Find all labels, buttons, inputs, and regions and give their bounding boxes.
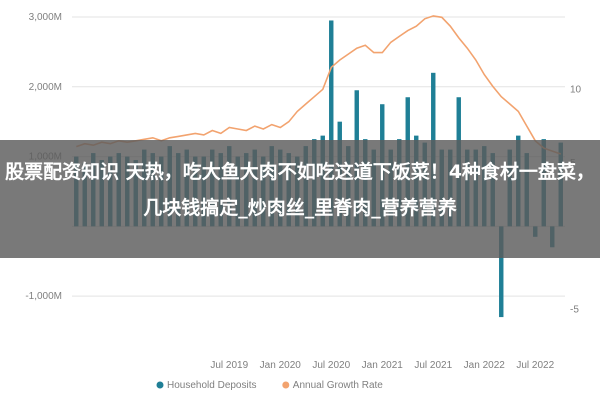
x-axis-tick-label: Jul 2020 [312,360,350,371]
left-axis-tick-label: -1,000M [25,291,62,302]
line-series-annual-growth-rate [76,15,562,155]
x-axis-tick-label: Jan 2022 [464,360,506,371]
legend-label: Household Deposits [167,380,257,391]
x-axis: Jul 2019 Jan 2020 Jul 2020 Jan 2021 Jul 2021… [210,360,554,371]
left-axis-tick-label: 3,000M [29,12,62,23]
headline-overlay: 股票配资知识 天热，吃大鱼大肉不如吃这道下饭菜！4种食材一盘菜，几块钱搞定_炒肉… [0,140,600,258]
left-axis-tick-label: 2,000M [29,82,62,93]
x-axis-tick-label: Jul 2021 [414,360,452,371]
legend-label: Annual Growth Rate [293,380,383,391]
bar [329,20,334,227]
x-axis-tick-label: Jan 2021 [362,360,404,371]
right-axis-tick-label: 10 [570,84,582,95]
right-axis-tick-label: -5 [570,305,579,316]
legend-marker [156,381,164,389]
bar [499,226,504,318]
legend-marker [282,381,290,389]
headline-text: 股票配资知识 天热，吃大鱼大肉不如吃这道下饭菜！4种食材一盘菜，几块钱搞定_炒肉… [5,161,595,219]
x-axis-tick-label: Jul 2022 [516,360,554,371]
legend: Household Deposits Annual Growth Rate [156,380,383,391]
x-axis-tick-label: Jul 2019 [210,360,248,371]
x-axis-tick-label: Jan 2020 [260,360,302,371]
